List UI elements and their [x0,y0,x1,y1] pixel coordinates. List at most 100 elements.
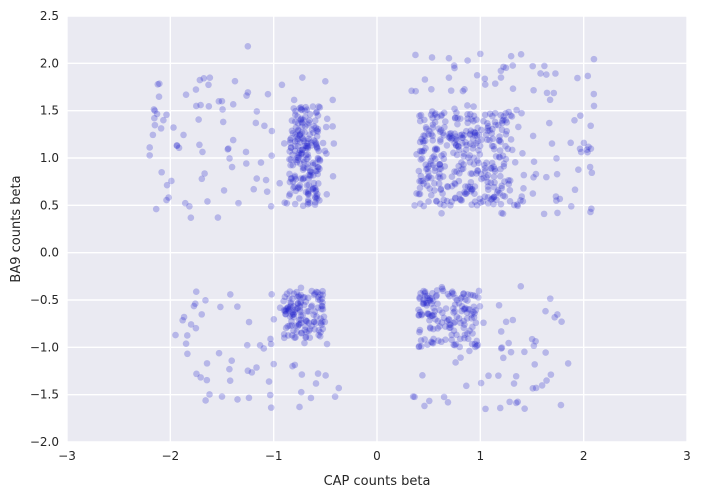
data-point [417,156,425,163]
data-point [299,74,306,81]
data-point [436,306,443,314]
data-point [509,62,517,69]
data-point [455,299,463,307]
data-point [469,170,476,178]
data-point [467,170,475,177]
data-point [470,154,478,162]
data-point [305,187,312,195]
data-point [500,163,508,170]
data-point [481,75,489,83]
data-point [311,325,318,333]
data-point [219,118,227,126]
data-point [460,153,468,160]
data-point [423,125,430,133]
x-tick-label: −2 [161,449,179,463]
data-point [450,341,457,349]
data-point [321,147,329,155]
data-point [469,291,477,299]
data-point [316,165,323,173]
data-point [303,308,311,315]
data-point [306,325,314,333]
y-tick-label: 1.0 [40,151,59,165]
data-point [335,384,343,392]
data-point [437,136,444,143]
data-point [299,135,307,143]
data-point [304,294,312,302]
data-point [494,187,502,194]
data-point [470,112,478,120]
data-point [296,320,303,328]
data-point [554,209,561,217]
data-point [590,55,598,63]
data-point [297,118,305,125]
data-point [497,328,505,335]
data-point [496,154,504,161]
data-point [290,96,298,104]
data-point [310,311,317,319]
data-point [294,135,302,143]
data-point [267,340,275,348]
data-point [421,402,428,410]
data-point [546,96,554,104]
data-point [270,316,278,323]
data-point [312,188,319,195]
data-point [492,153,500,160]
data-point [296,132,303,139]
data-point [318,318,326,325]
data-point [431,111,439,118]
data-point [314,128,322,135]
data-point [288,174,295,182]
data-point [303,182,311,189]
data-point [287,135,295,142]
data-point [301,129,308,136]
data-point [203,360,211,367]
y-tick-label: 1.5 [40,104,59,118]
data-point [158,168,165,176]
data-point [301,339,308,347]
data-point [501,178,508,185]
data-point [448,289,456,297]
x-tick-label: 2 [580,449,588,463]
data-point [462,183,469,190]
data-point [288,311,296,319]
data-point [497,345,505,352]
data-point [306,111,314,118]
data-point [321,318,329,326]
data-point [500,354,507,362]
data-point [287,299,294,306]
data-point [461,321,468,328]
data-point [436,174,444,182]
data-point [329,172,337,180]
data-point [329,96,337,104]
data-point [298,105,305,113]
data-point [295,154,302,161]
data-point [288,127,296,135]
data-point [305,119,313,127]
data-point [467,110,474,118]
data-point [474,166,481,174]
data-point [305,175,312,183]
data-point [146,152,153,159]
data-point [553,170,561,178]
data-point [451,180,459,188]
data-point [417,337,425,344]
data-point [456,343,463,351]
data-point [458,165,465,173]
data-point [287,161,294,169]
data-point [323,150,330,157]
data-point [498,182,506,190]
data-point [471,183,479,190]
data-point [308,287,316,295]
data-point [567,139,574,147]
data-point [462,296,469,303]
data-point [297,329,305,337]
data-point [287,144,295,151]
data-point [299,164,307,171]
data-point [312,124,320,131]
data-point [429,137,437,144]
data-point [256,341,264,349]
data-point [304,137,312,145]
data-point [262,176,270,184]
data-point [314,195,321,202]
data-point [286,178,294,186]
